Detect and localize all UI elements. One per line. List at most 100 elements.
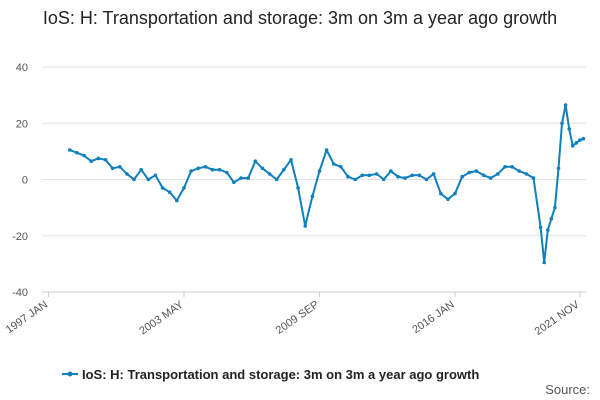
data-point[interactable] xyxy=(570,144,575,148)
data-point[interactable] xyxy=(374,172,379,176)
data-point[interactable] xyxy=(182,186,186,190)
data-point[interactable] xyxy=(132,177,136,182)
data-point[interactable] xyxy=(510,165,514,169)
data-point[interactable] xyxy=(153,173,158,178)
data-point[interactable] xyxy=(446,197,450,201)
data-point[interactable] xyxy=(460,174,465,179)
data-point[interactable] xyxy=(360,173,365,178)
data-point[interactable] xyxy=(417,173,422,178)
data-point[interactable] xyxy=(546,228,550,232)
data-point[interactable] xyxy=(574,141,579,145)
x-tick-label: 2016 JAN xyxy=(410,299,457,337)
source-label: Source: xyxy=(545,382,590,397)
data-point[interactable] xyxy=(396,174,400,179)
data-point[interactable] xyxy=(296,186,300,190)
data-point[interactable] xyxy=(474,169,479,173)
data-point[interactable] xyxy=(346,174,350,179)
data-point[interactable] xyxy=(260,166,265,171)
data-point[interactable] xyxy=(189,169,193,173)
data-point[interactable] xyxy=(253,159,258,163)
data-point[interactable] xyxy=(538,225,543,230)
data-point[interactable] xyxy=(110,166,115,171)
data-point[interactable] xyxy=(531,176,536,180)
data-point[interactable] xyxy=(232,180,236,185)
data-point[interactable] xyxy=(196,166,200,171)
legend-marker xyxy=(67,371,73,377)
data-point[interactable] xyxy=(339,165,343,169)
data-point[interactable] xyxy=(274,177,279,182)
data-point[interactable] xyxy=(549,217,554,221)
data-point[interactable] xyxy=(225,170,229,175)
data-point[interactable] xyxy=(453,191,457,196)
data-point[interactable] xyxy=(310,194,315,199)
data-point[interactable] xyxy=(389,169,393,173)
data-point[interactable] xyxy=(517,169,521,173)
data-point[interactable] xyxy=(303,224,308,228)
data-point[interactable] xyxy=(431,172,436,176)
data-point[interactable] xyxy=(96,156,101,161)
data-point[interactable] xyxy=(567,127,571,131)
data-point[interactable] xyxy=(103,158,108,162)
data-point[interactable] xyxy=(289,158,293,162)
data-point[interactable] xyxy=(353,177,358,182)
y-tick-label: 0 xyxy=(22,175,28,187)
data-point[interactable] xyxy=(217,167,222,172)
data-point[interactable] xyxy=(175,198,179,203)
x-tick-label: 2003 MAY xyxy=(137,298,186,337)
data-point[interactable] xyxy=(542,260,546,265)
data-point[interactable] xyxy=(317,169,322,173)
data-point[interactable] xyxy=(503,165,507,169)
x-tick-label: 1997 JAN xyxy=(4,299,51,337)
data-point[interactable] xyxy=(403,176,407,180)
y-tick-label: -20 xyxy=(12,231,28,243)
data-point[interactable] xyxy=(203,165,208,169)
x-axis-ticks: 1997 JAN 2003 MAY 2009 SEP 2016 JAN 2021 NOV xyxy=(4,292,582,338)
data-point[interactable] xyxy=(563,103,568,107)
data-point[interactable] xyxy=(210,167,215,172)
data-point[interactable] xyxy=(381,177,386,182)
y-tick-label: -40 xyxy=(12,287,28,299)
series-line xyxy=(69,104,584,264)
data-point[interactable] xyxy=(578,138,582,142)
data-point[interactable] xyxy=(89,159,93,163)
data-point[interactable] xyxy=(560,121,564,126)
data-point[interactable] xyxy=(246,176,250,180)
data-point[interactable] xyxy=(75,151,79,155)
data-point[interactable] xyxy=(488,176,493,180)
data-point[interactable] xyxy=(239,176,243,180)
data-point[interactable] xyxy=(324,148,329,152)
data-point[interactable] xyxy=(481,173,486,178)
data-point[interactable] xyxy=(167,190,172,194)
chart-title: IoS: H: Transportation and storage: 3m o… xyxy=(42,8,558,28)
data-point[interactable] xyxy=(439,191,443,196)
data-point[interactable] xyxy=(282,167,286,172)
data-point[interactable] xyxy=(160,186,165,190)
data-point[interactable] xyxy=(424,177,429,182)
series-layer xyxy=(68,103,586,265)
x-tick-label: 2021 NOV xyxy=(533,298,583,338)
data-point[interactable] xyxy=(125,172,129,176)
data-point[interactable] xyxy=(68,148,72,152)
data-point[interactable] xyxy=(553,205,557,210)
y-axis-ticks: 40 20 0 -20 -40 xyxy=(12,62,28,299)
x-tick-label: 2009 SEP xyxy=(274,299,321,337)
data-point[interactable] xyxy=(524,172,529,176)
y-tick-label: 40 xyxy=(16,62,28,74)
data-point[interactable] xyxy=(410,173,415,178)
data-point[interactable] xyxy=(139,167,143,172)
y-tick-label: 20 xyxy=(16,118,28,130)
data-point[interactable] xyxy=(118,165,122,169)
data-point[interactable] xyxy=(556,166,561,171)
grid-lines xyxy=(42,66,586,293)
legend[interactable]: IoS: H: Transportation and storage: 3m o… xyxy=(62,367,479,382)
data-point[interactable] xyxy=(367,173,372,178)
data-point[interactable] xyxy=(332,162,336,166)
data-point[interactable] xyxy=(267,172,272,176)
data-point[interactable] xyxy=(82,153,86,158)
legend-label: IoS: H: Transportation and storage: 3m o… xyxy=(82,367,479,382)
data-point[interactable] xyxy=(467,170,472,175)
data-point[interactable] xyxy=(146,177,151,182)
data-point[interactable] xyxy=(581,136,586,141)
data-point[interactable] xyxy=(496,172,500,176)
